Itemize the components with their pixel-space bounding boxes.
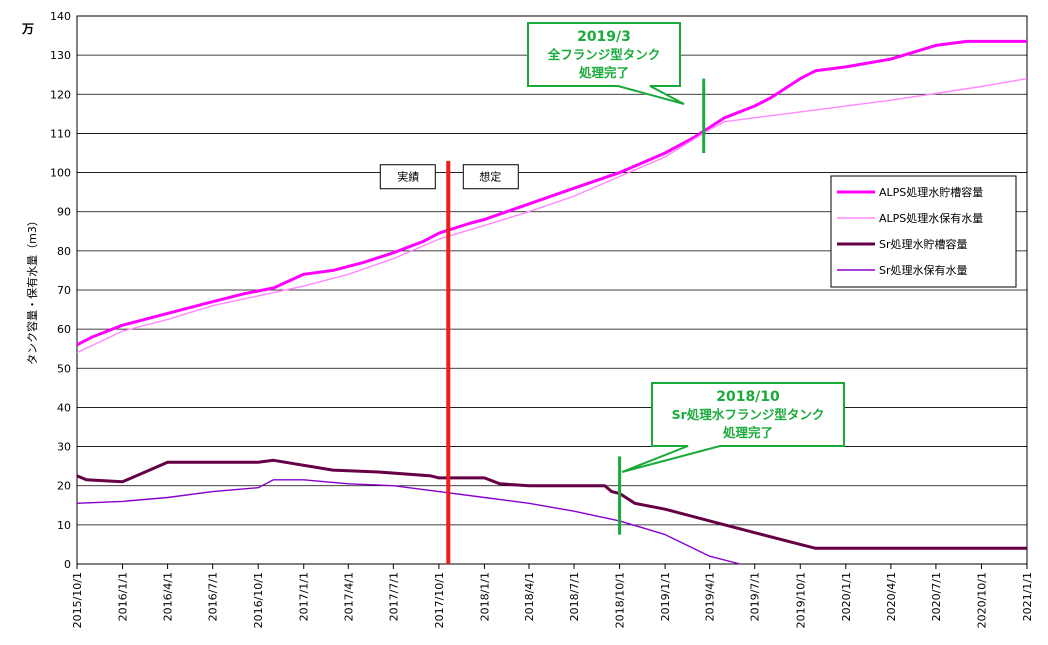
legend-label: ALPS処理水貯槽容量 bbox=[879, 185, 983, 199]
callout-box bbox=[527, 22, 685, 105]
x-tick-label: 2017/7/1 bbox=[387, 572, 400, 621]
callout-text: 2018/10 bbox=[716, 389, 780, 405]
x-tick-label: 2016/7/1 bbox=[207, 572, 220, 621]
x-tick-label: 2020/7/1 bbox=[930, 572, 943, 621]
y-tick-label: 40 bbox=[57, 401, 71, 414]
callout-text: 処理完了 bbox=[578, 65, 629, 80]
y-tick-label: 30 bbox=[57, 441, 71, 454]
x-tick-label: 2017/1/1 bbox=[298, 572, 311, 621]
y-tick-label: 130 bbox=[50, 49, 71, 62]
callout-text: 全フランジ型タンク bbox=[547, 47, 661, 62]
y-tick-label: 120 bbox=[50, 88, 71, 101]
x-tick-label: 2016/1/1 bbox=[117, 572, 130, 621]
x-tick-label: 2020/4/1 bbox=[885, 572, 898, 621]
series-line-2 bbox=[76, 458, 1027, 550]
x-tick-label: 2019/7/1 bbox=[749, 572, 762, 621]
legend-label: ALPS処理水保有水量 bbox=[879, 211, 983, 225]
series-lines bbox=[76, 39, 1028, 565]
x-tick-label: 2019/4/1 bbox=[704, 572, 717, 621]
y-tick-label: 70 bbox=[57, 284, 71, 297]
annotations: 2019/3全フランジ型タンク処理完了2018/10Sr処理水フランジ型タンク処… bbox=[527, 22, 845, 535]
x-tick-label: 2016/4/1 bbox=[162, 572, 175, 621]
y-tick-label: 10 bbox=[57, 519, 71, 532]
legend-box bbox=[830, 175, 1017, 288]
x-tick-label: 2018/1/1 bbox=[478, 572, 491, 621]
x-tick-label: 2016/10/1 bbox=[252, 572, 265, 628]
y-ticks: 0 10 20 30 40 50 60 70 80 90 100 110 120 130 140 bbox=[50, 10, 71, 571]
x-tick-label: 2021/1/1 bbox=[1021, 572, 1034, 621]
actual-label: 実績 bbox=[397, 170, 419, 184]
x-tick-label: 2015/10/1 bbox=[71, 572, 84, 628]
forecast-divider: 実績 想定 bbox=[379, 160, 519, 564]
x-tick-label: 2019/1/1 bbox=[659, 572, 672, 621]
x-tick-label: 2017/4/1 bbox=[342, 572, 355, 621]
y-axis-label: タンク容量・保有水量（m3） bbox=[25, 215, 39, 365]
x-tick-label: 2018/4/1 bbox=[523, 572, 536, 621]
x-tick-label: 2017/10/1 bbox=[433, 572, 446, 628]
y-tick-label: 100 bbox=[50, 167, 71, 180]
y-tick-label: 50 bbox=[57, 362, 71, 375]
series-line-1 bbox=[76, 77, 1028, 354]
series-line-0 bbox=[76, 39, 1027, 347]
callout-text: 2019/3 bbox=[577, 29, 631, 45]
y-tick-label: 20 bbox=[57, 480, 71, 493]
y-tick-label: 60 bbox=[57, 323, 71, 336]
callout-text: 処理完了 bbox=[722, 425, 773, 440]
legend-label: Sr処理水保有水量 bbox=[879, 263, 968, 277]
x-tick-label: 2018/10/1 bbox=[614, 572, 627, 628]
y-tick-label: 80 bbox=[57, 245, 71, 258]
forecast-label: 想定 bbox=[479, 170, 501, 184]
unit-label: 万 bbox=[21, 22, 34, 36]
x-tick-label: 2018/7/1 bbox=[568, 572, 581, 621]
actual-label-box bbox=[379, 164, 436, 190]
y-tick-label: 140 bbox=[50, 10, 71, 23]
y-tick-label: 0 bbox=[64, 558, 71, 571]
x-ticks: 2015/10/1 2016/1/1 2016/4/1 2016/7/1 2016/10… bbox=[71, 564, 1034, 628]
x-tick-label: 2020/1/1 bbox=[840, 572, 853, 621]
x-tick-label: 2020/10/1 bbox=[975, 572, 988, 628]
plot-frame bbox=[76, 15, 1028, 565]
y-tick-label: 110 bbox=[50, 127, 71, 140]
callout-text: Sr処理水フランジ型タンク bbox=[672, 407, 825, 422]
callout-box bbox=[621, 382, 845, 473]
legend: ALPS処理水貯槽容量 ALPS処理水保有水量 Sr処理水貯槽容量 Sr処理水保有水量 bbox=[830, 175, 1017, 288]
legend-label: Sr処理水貯槽容量 bbox=[879, 237, 968, 251]
y-tick-label: 90 bbox=[57, 206, 71, 219]
forecast-label-box bbox=[462, 164, 519, 190]
x-tick-label: 2019/10/1 bbox=[794, 572, 807, 628]
series-line-3 bbox=[76, 479, 741, 565]
